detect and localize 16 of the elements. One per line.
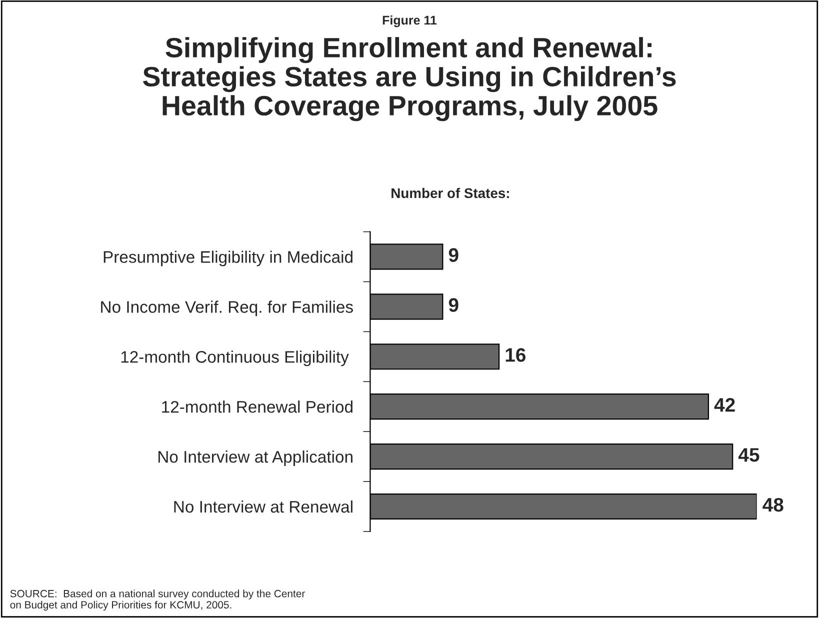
y-tick-label: No Interview at Renewal (174, 500, 352, 513)
data-label: 45 (738, 448, 760, 462)
data-label: 42 (714, 398, 735, 412)
data-label: 9 (448, 248, 458, 262)
chart-title: Simplifying Enrollment and Renewal: Strategies States are Using in Children’s Health Coverage Programs, July 2005 (143, 37, 676, 122)
y-tick-label: No Interview at Application (158, 450, 352, 466)
data-label: 9 (448, 298, 458, 312)
data-label: 16 (506, 348, 526, 362)
y-tick-label: Presumptive Eligibility in Medicaid (104, 250, 352, 266)
chart-subtitle: Number of States: (392, 188, 509, 198)
data-label: 48 (762, 498, 784, 512)
y-tick-label: 12-month Continuous Eligibility (121, 350, 349, 366)
caption: Figure 11 (382, 15, 437, 28)
y-tick-label: 12-month Renewal Period (162, 400, 352, 413)
source-note: SOURCE: Based on a national survey conducted by the Center on Budget and Policy Priorities for KCMU, 2005. (10, 590, 305, 611)
y-tick-label: No Income Verif. Req. for Families (101, 300, 353, 316)
